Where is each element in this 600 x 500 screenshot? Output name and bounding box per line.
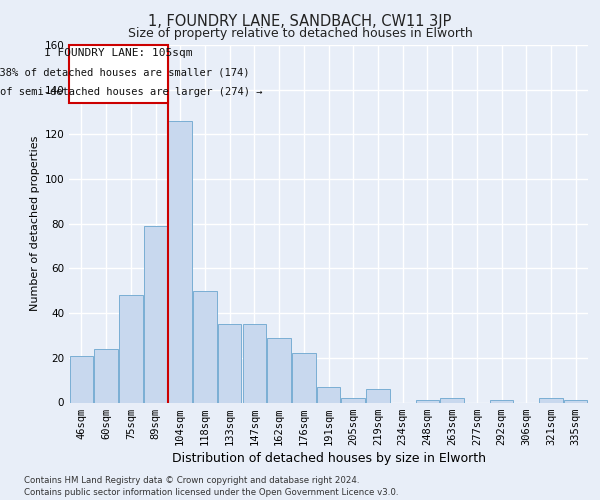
- Text: ← 38% of detached houses are smaller (174): ← 38% of detached houses are smaller (17…: [0, 68, 250, 78]
- Text: Size of property relative to detached houses in Elworth: Size of property relative to detached ho…: [128, 28, 472, 40]
- Bar: [242, 324, 266, 402]
- Bar: [564, 400, 587, 402]
- Bar: [440, 398, 464, 402]
- Bar: [366, 389, 389, 402]
- Bar: [539, 398, 563, 402]
- Bar: [268, 338, 291, 402]
- Text: Contains public sector information licensed under the Open Government Licence v3: Contains public sector information licen…: [24, 488, 398, 497]
- Text: 59% of semi-detached houses are larger (274) →: 59% of semi-detached houses are larger (…: [0, 88, 262, 98]
- Text: 1, FOUNDRY LANE, SANDBACH, CW11 3JP: 1, FOUNDRY LANE, SANDBACH, CW11 3JP: [148, 14, 452, 29]
- FancyBboxPatch shape: [70, 45, 168, 103]
- Bar: [193, 291, 217, 403]
- Bar: [119, 295, 143, 403]
- Bar: [490, 400, 513, 402]
- X-axis label: Distribution of detached houses by size in Elworth: Distribution of detached houses by size …: [172, 452, 485, 465]
- Bar: [169, 121, 192, 402]
- Y-axis label: Number of detached properties: Number of detached properties: [30, 136, 40, 312]
- Bar: [144, 226, 167, 402]
- Text: 1 FOUNDRY LANE: 105sqm: 1 FOUNDRY LANE: 105sqm: [44, 48, 193, 58]
- Bar: [70, 356, 93, 403]
- Bar: [416, 400, 439, 402]
- Bar: [94, 349, 118, 403]
- Bar: [292, 354, 316, 403]
- Bar: [341, 398, 365, 402]
- Bar: [317, 387, 340, 402]
- Bar: [218, 324, 241, 402]
- Text: Contains HM Land Registry data © Crown copyright and database right 2024.: Contains HM Land Registry data © Crown c…: [24, 476, 359, 485]
